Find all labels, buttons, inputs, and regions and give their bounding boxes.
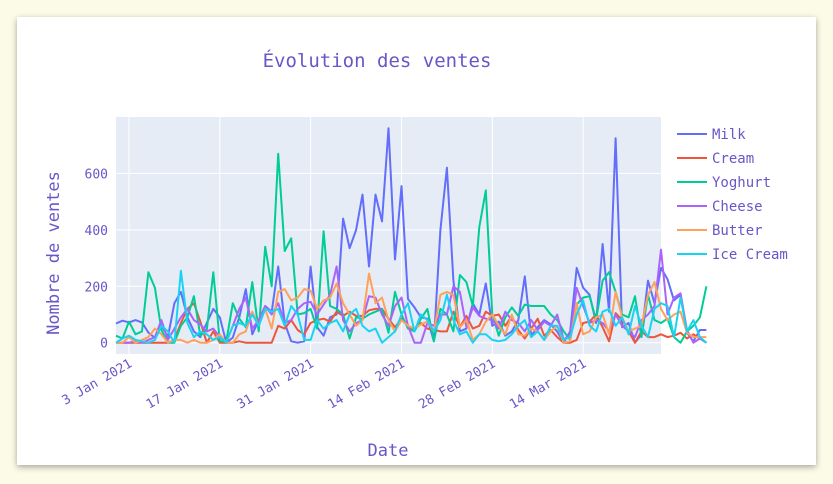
x-tick-label: 3 Jan 2021 — [60, 356, 135, 408]
series-lines — [115, 127, 708, 344]
chart-title: Évolution des ventes — [263, 49, 492, 72]
y-tick-label: 200 — [85, 280, 108, 295]
y-tick-label: 400 — [85, 224, 108, 239]
legend-label-cheese: Cheese — [712, 199, 763, 215]
x-tick-label: 14 Mar 2021 — [507, 356, 589, 412]
x-tick-label: 31 Jan 2021 — [235, 356, 317, 412]
y-axis-label: Nombre de ventes — [44, 171, 64, 335]
x-axis-label: Date — [368, 441, 409, 461]
chart-card: Évolution des ventes 0 200 400 600 3 Jan 20… — [17, 17, 816, 465]
chart-svg: Évolution des ventes 0 200 400 600 3 Jan 20… — [44, 49, 788, 461]
x-tick-label: 28 Feb 2021 — [416, 356, 498, 412]
series-line-ice-cream — [115, 269, 708, 344]
series-line-yoghurt — [115, 152, 708, 344]
legend-label-yoghurt: Yoghurt — [712, 175, 771, 191]
x-tick-label: 14 Feb 2021 — [325, 356, 407, 412]
y-tick-label: 600 — [85, 167, 108, 182]
x-tick-label: 17 Jan 2021 — [144, 356, 226, 412]
y-tick-label: 0 — [100, 337, 108, 352]
legend-label-cream: Cream — [712, 151, 754, 167]
series-line-milk — [115, 127, 707, 344]
plot-background — [116, 117, 661, 354]
legend-label-ice-cream: Ice Cream — [712, 247, 788, 263]
legend: Milk Cream Yoghurt Cheese Butter Ice Cream — [677, 127, 788, 263]
y-tick-labels: 0 200 400 600 — [85, 167, 108, 351]
legend-label-milk: Milk — [712, 127, 746, 143]
legend-label-butter: Butter — [712, 223, 763, 239]
x-tick-labels: 3 Jan 2021 17 Jan 2021 31 Jan 2021 14 Feb 2… — [60, 356, 589, 412]
